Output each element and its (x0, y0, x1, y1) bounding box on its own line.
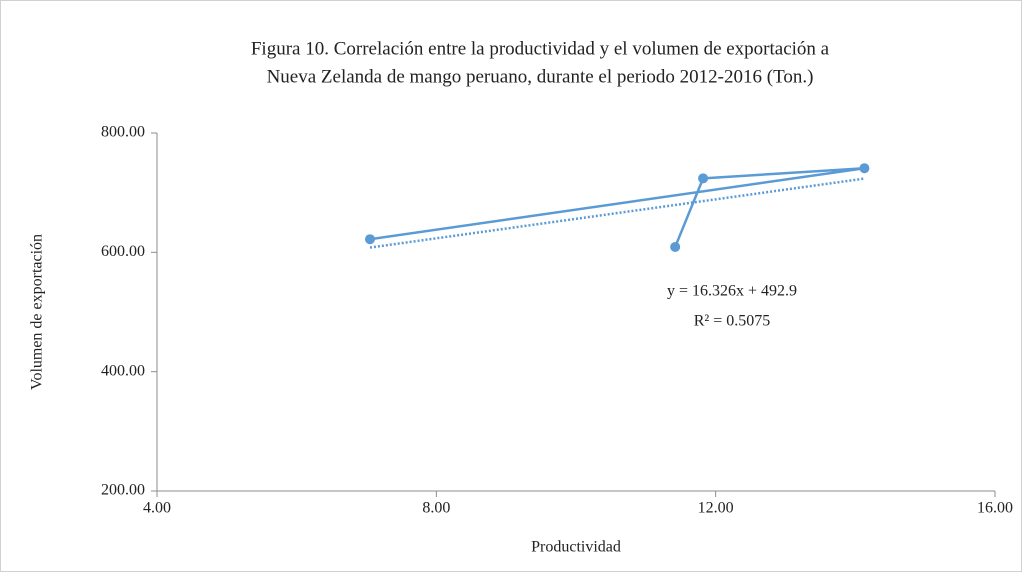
data-point (859, 163, 870, 174)
trendline-equation: y = 16.326x + 492.9 (667, 283, 797, 300)
y-tick-label: 600.00 (101, 243, 145, 260)
x-tick-label: 4.00 (143, 500, 171, 517)
y-tick-label: 200.00 (101, 482, 145, 499)
trendline (369, 177, 865, 249)
series-line (369, 166, 866, 248)
data-point (364, 234, 375, 245)
x-tick-label: 16.00 (977, 500, 1013, 517)
data-point (670, 241, 681, 252)
x-axis-label: Productividad (531, 539, 621, 556)
chart-title: Nueva Zelanda de mango peruano, durante … (267, 66, 814, 87)
y-axis-label: Volumen de exportación (29, 234, 46, 390)
x-tick-label: 12.00 (698, 500, 734, 517)
data-point (698, 173, 709, 184)
y-tick-label: 800.00 (101, 124, 145, 141)
y-tick-label: 400.00 (101, 362, 145, 379)
x-tick-label: 8.00 (422, 500, 450, 517)
trendline-r2: R² = 0.5075 (694, 313, 771, 330)
chart-title: Figura 10. Correlación entre la producti… (251, 38, 830, 59)
